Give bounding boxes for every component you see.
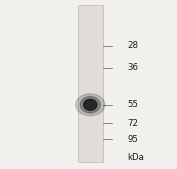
- Text: 36: 36: [127, 63, 138, 72]
- Ellipse shape: [76, 94, 105, 116]
- Ellipse shape: [84, 99, 97, 110]
- Bar: [78, 5, 103, 162]
- Ellipse shape: [80, 96, 100, 113]
- Text: 95: 95: [127, 135, 138, 144]
- Text: 28: 28: [127, 41, 138, 50]
- Text: kDa: kDa: [127, 153, 144, 162]
- Text: 72: 72: [127, 119, 138, 128]
- Text: 55: 55: [127, 100, 138, 109]
